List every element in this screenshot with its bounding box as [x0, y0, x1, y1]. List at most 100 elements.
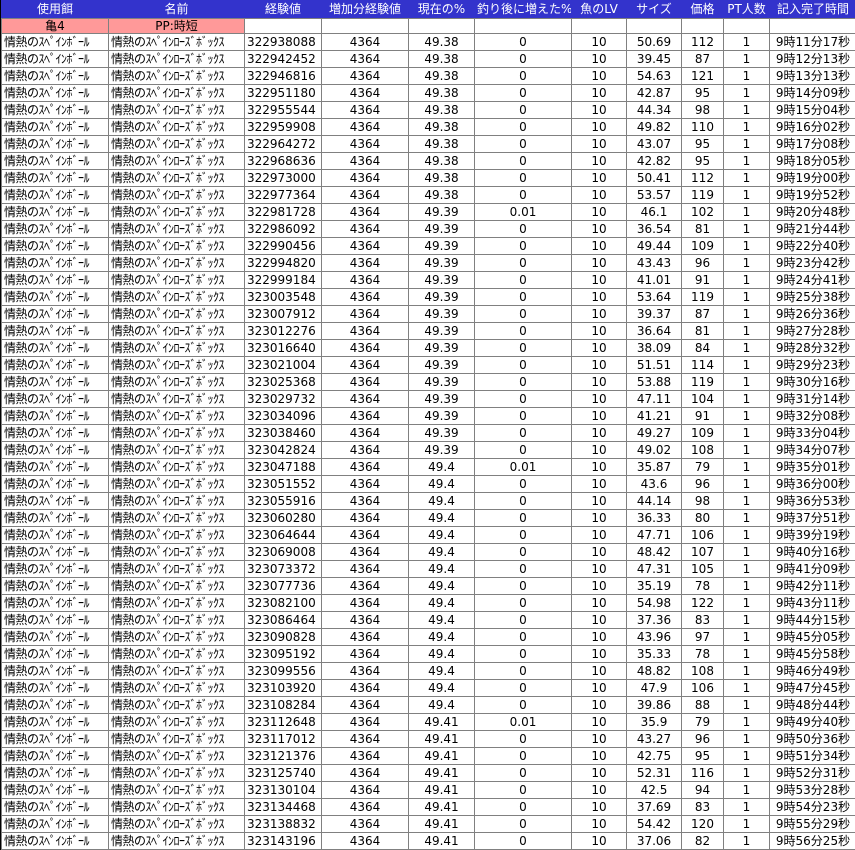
cell-time[interactable]: 9時11分17秒: [769, 33, 855, 51]
cell-added-exp[interactable]: 4364: [321, 424, 409, 442]
cell-name[interactable]: 情熱のｽﾍﾟｲﾝﾛｰｽﾞﾎﾞｯｸｽ: [108, 764, 245, 782]
cell-time[interactable]: 9時51分34秒: [769, 747, 855, 765]
cell-added-exp[interactable]: 4364: [321, 594, 409, 612]
cell-bait[interactable]: 情熱のｽﾍﾟｲﾝﾎﾞｰﾙ: [1, 424, 109, 442]
cell-current-pct[interactable]: 49.41: [408, 815, 475, 833]
cell-name[interactable]: 情熱のｽﾍﾟｲﾝﾛｰｽﾞﾎﾞｯｸｽ: [108, 322, 245, 340]
cell-pt-count[interactable]: 1: [723, 288, 770, 306]
cell-exp[interactable]: 323095192: [244, 645, 322, 663]
col-header-increase-pct[interactable]: 釣り後に増えた%: [474, 0, 572, 19]
cell-size[interactable]: 49.02: [626, 441, 682, 459]
cell-pt-count[interactable]: 1: [723, 254, 770, 272]
cell-time[interactable]: 9時18分05秒: [769, 152, 855, 170]
cell-increase-pct[interactable]: 0: [474, 152, 572, 170]
cell-fish-lv[interactable]: 10: [571, 322, 627, 340]
cell-exp[interactable]: 323047188: [244, 458, 322, 476]
cell-time[interactable]: 9時47分45秒: [769, 679, 855, 697]
cell-size[interactable]: 53.57: [626, 186, 682, 204]
cell-fish-lv[interactable]: 10: [571, 339, 627, 357]
cell-current-pct[interactable]: 49.39: [408, 288, 475, 306]
cell-fish-lv[interactable]: 10: [571, 679, 627, 697]
cell-added-exp[interactable]: 4364: [321, 339, 409, 357]
cell-name[interactable]: 情熱のｽﾍﾟｲﾝﾛｰｽﾞﾎﾞｯｸｽ: [108, 288, 245, 306]
cell-added-exp[interactable]: 4364: [321, 220, 409, 238]
cell-current-pct[interactable]: 49.4: [408, 475, 475, 493]
col-header-added-exp[interactable]: 増加分経験値: [321, 0, 409, 19]
cell-added-exp[interactable]: 4364: [321, 730, 409, 748]
cell-current-pct[interactable]: 49.4: [408, 662, 475, 680]
cell-pt-count[interactable]: 1: [723, 186, 770, 204]
cell-added-exp[interactable]: 4364: [321, 322, 409, 340]
cell-fish-lv[interactable]: 10: [571, 509, 627, 527]
cell-bait[interactable]: 情熱のｽﾍﾟｲﾝﾎﾞｰﾙ: [1, 679, 109, 697]
cell-pt-count[interactable]: 1: [723, 560, 770, 578]
cell-price[interactable]: 87: [681, 50, 724, 68]
cell-bait[interactable]: 情熱のｽﾍﾟｲﾝﾎﾞｰﾙ: [1, 237, 109, 255]
cell-current-pct[interactable]: 49.41: [408, 713, 475, 731]
cell-fish-lv[interactable]: 10: [571, 526, 627, 544]
cell-price[interactable]: 109: [681, 424, 724, 442]
cell-price[interactable]: 96: [681, 475, 724, 493]
cell-fish-lv[interactable]: 10: [571, 594, 627, 612]
cell-bait[interactable]: 情熱のｽﾍﾟｲﾝﾎﾞｰﾙ: [1, 560, 109, 578]
cell-increase-pct[interactable]: 0.01: [474, 203, 572, 221]
cell-fish-lv[interactable]: 10: [571, 50, 627, 68]
cell-name[interactable]: 情熱のｽﾍﾟｲﾝﾛｰｽﾞﾎﾞｯｸｽ: [108, 543, 245, 561]
cell-exp[interactable]: 323034096: [244, 407, 322, 425]
cell-increase-pct[interactable]: 0: [474, 492, 572, 510]
cell-price[interactable]: 116: [681, 764, 724, 782]
cell-bait[interactable]: 情熱のｽﾍﾟｲﾝﾎﾞｰﾙ: [1, 611, 109, 629]
cell-fish-lv[interactable]: 10: [571, 662, 627, 680]
cell-increase-pct[interactable]: 0: [474, 781, 572, 799]
cell-price[interactable]: 95: [681, 747, 724, 765]
cell-current-pct[interactable]: 49.38: [408, 135, 475, 153]
cell-exp[interactable]: 323051552: [244, 475, 322, 493]
cell-bait[interactable]: 情熱のｽﾍﾟｲﾝﾎﾞｰﾙ: [1, 628, 109, 646]
cell-name[interactable]: 情熱のｽﾍﾟｲﾝﾛｰｽﾞﾎﾞｯｸｽ: [108, 458, 245, 476]
cell-name[interactable]: 情熱のｽﾍﾟｲﾝﾛｰｽﾞﾎﾞｯｸｽ: [108, 135, 245, 153]
cell-price[interactable]: 102: [681, 203, 724, 221]
cell-price[interactable]: 108: [681, 662, 724, 680]
cell-current-pct[interactable]: 49.38: [408, 67, 475, 85]
cell-fish-lv[interactable]: 10: [571, 288, 627, 306]
cell-size[interactable]: 39.37: [626, 305, 682, 323]
cell-size[interactable]: 43.96: [626, 628, 682, 646]
cell-pt-count[interactable]: 1: [723, 764, 770, 782]
cell-price[interactable]: 112: [681, 169, 724, 187]
cell-name[interactable]: 情熱のｽﾍﾟｲﾝﾛｰｽﾞﾎﾞｯｸｽ: [108, 713, 245, 731]
cell-name[interactable]: 情熱のｽﾍﾟｲﾝﾛｰｽﾞﾎﾞｯｸｽ: [108, 832, 245, 850]
cell-fish-lv[interactable]: 10: [571, 611, 627, 629]
cell-name[interactable]: 情熱のｽﾍﾟｲﾝﾛｰｽﾞﾎﾞｯｸｽ: [108, 84, 245, 102]
cell-current-pct[interactable]: 49.39: [408, 237, 475, 255]
cell-size[interactable]: 53.88: [626, 373, 682, 391]
cell-bait[interactable]: 情熱のｽﾍﾟｲﾝﾎﾞｰﾙ: [1, 407, 109, 425]
cell-exp[interactable]: 323108284: [244, 696, 322, 714]
cell-time[interactable]: 9時41分09秒: [769, 560, 855, 578]
cell-price[interactable]: 110: [681, 118, 724, 136]
cell-name[interactable]: 情熱のｽﾍﾟｲﾝﾛｰｽﾞﾎﾞｯｸｽ: [108, 798, 245, 816]
cell-size[interactable]: 41.21: [626, 407, 682, 425]
cell-size[interactable]: 43.43: [626, 254, 682, 272]
cell-fish-lv[interactable]: 10: [571, 152, 627, 170]
cell-price[interactable]: 121: [681, 67, 724, 85]
cell-increase-pct[interactable]: 0: [474, 832, 572, 850]
cell-increase-pct[interactable]: 0: [474, 101, 572, 119]
cell-price[interactable]: 96: [681, 254, 724, 272]
cell-increase-pct[interactable]: 0: [474, 84, 572, 102]
cell-pt-count[interactable]: 1: [723, 747, 770, 765]
cell-current-pct[interactable]: 49.4: [408, 594, 475, 612]
cell-size[interactable]: 46.1: [626, 203, 682, 221]
cell-bait[interactable]: 情熱のｽﾍﾟｲﾝﾎﾞｰﾙ: [1, 730, 109, 748]
cell-fish-lv[interactable]: 10: [571, 220, 627, 238]
cell-pt-count[interactable]: 1: [723, 543, 770, 561]
cell-increase-pct[interactable]: 0: [474, 118, 572, 136]
cell-added-exp[interactable]: 4364: [321, 441, 409, 459]
cell-pt-count[interactable]: 1: [723, 169, 770, 187]
cell-exp[interactable]: 322981728: [244, 203, 322, 221]
cell-price[interactable]: 120: [681, 815, 724, 833]
cell-name[interactable]: 情熱のｽﾍﾟｲﾝﾛｰｽﾞﾎﾞｯｸｽ: [108, 679, 245, 697]
cell-exp[interactable]: 323130104: [244, 781, 322, 799]
cell-time[interactable]: 9時24分41秒: [769, 271, 855, 289]
cell-current-pct[interactable]: 49.4: [408, 645, 475, 663]
cell-time[interactable]: 9時52分31秒: [769, 764, 855, 782]
